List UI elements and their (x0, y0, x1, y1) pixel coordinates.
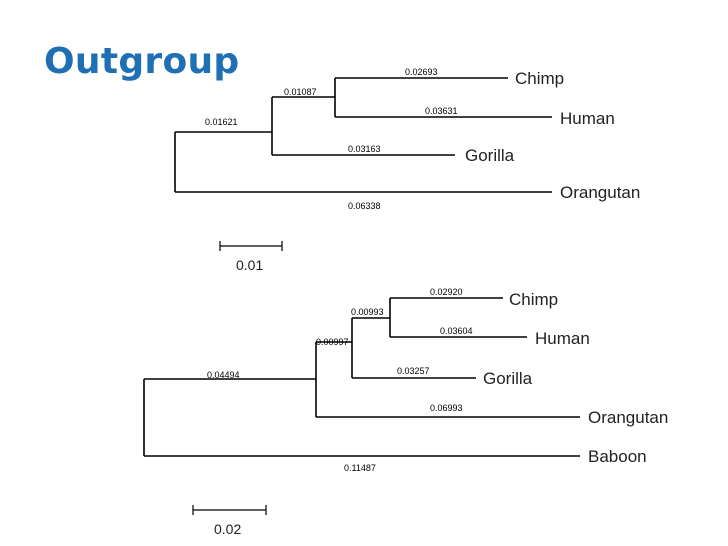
tree2-bl-chimp: 0.02920 (430, 287, 463, 297)
tree2-bl-african-apes: 0.00997 (316, 337, 349, 347)
tree2-bl-orangutan: 0.06993 (430, 403, 463, 413)
slide-title: Outgroup (44, 41, 240, 82)
tree1-bl-root-left: 0.01621 (205, 117, 238, 127)
tree2-bl-chimp-human: 0.00993 (351, 307, 384, 317)
tree-2: 0.02920 0.00993 0.03604 0.00997 0.04494 … (143, 287, 668, 537)
tree1-bl-orangutan: 0.06338 (348, 201, 381, 211)
tree2-taxon-gorilla: Gorilla (483, 369, 533, 388)
tree1-taxon-chimp: Chimp (515, 69, 564, 88)
tree1-bl-gorilla: 0.03163 (348, 144, 381, 154)
tree1-taxon-orangutan: Orangutan (560, 183, 640, 202)
tree1-scale-bar: 0.01 (219, 241, 283, 273)
tree2-bl-human: 0.03604 (440, 326, 473, 336)
tree1-bl-human: 0.03631 (425, 106, 458, 116)
tree2-scale-label: 0.02 (214, 521, 241, 537)
tree2-scale-bar: 0.02 (192, 505, 267, 537)
tree1-taxon-human: Human (560, 109, 615, 128)
tree2-bl-apes: 0.04494 (207, 370, 240, 380)
tree2-bl-gorilla: 0.03257 (397, 366, 430, 376)
tree-1: 0.02693 0.01087 0.03631 0.01621 0.03163 … (174, 67, 640, 273)
tree2-taxon-orangutan: Orangutan (588, 408, 668, 427)
tree2-taxon-baboon: Baboon (588, 447, 647, 466)
tree2-bl-baboon: 0.11487 (344, 463, 376, 473)
tree1-bl-chimp: 0.02693 (405, 67, 438, 77)
tree2-taxon-chimp: Chimp (509, 290, 558, 309)
tree2-taxon-human: Human (535, 329, 590, 348)
tree1-taxon-gorilla: Gorilla (465, 146, 515, 165)
tree1-scale-label: 0.01 (236, 257, 263, 273)
tree1-bl-ape-clade: 0.01087 (284, 87, 317, 97)
